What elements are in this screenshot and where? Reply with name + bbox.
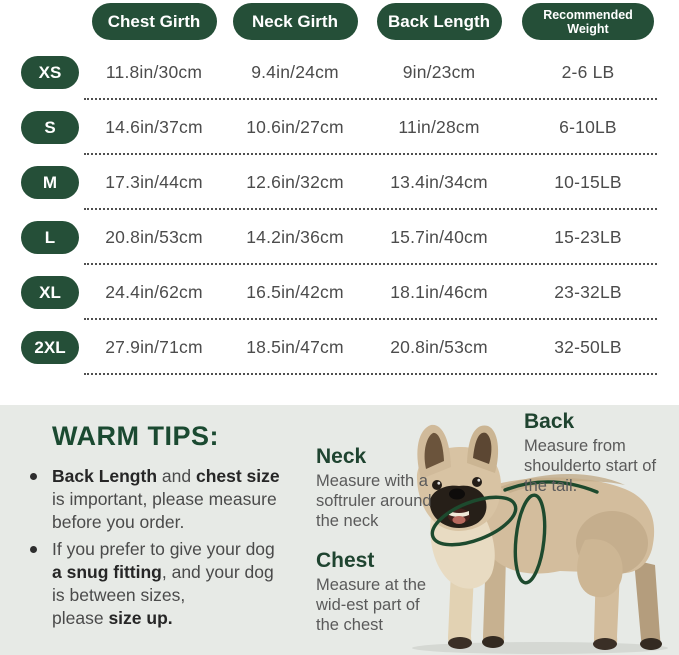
tip-text: If you prefer to give your dog a snug fit… <box>52 539 275 628</box>
neck-girth-value: 16.5in/42cm <box>246 282 344 302</box>
size-badge: 2XL <box>21 331 79 364</box>
back-annotation: Back Measure from shoulderto start of the … <box>524 410 656 496</box>
column-header-chest-girth: Chest Girth <box>91 3 217 40</box>
size-badge: XS <box>21 56 79 89</box>
column-header-neck-girth: Neck Girth <box>232 3 358 40</box>
back-length-value: 18.1in/46cm <box>390 282 488 302</box>
table-row-m: M 17.3in/44cm 12.6in/32cm 13.4in/34cm 10… <box>0 155 679 210</box>
chest-girth-value: 24.4in/62cm <box>105 282 203 302</box>
chest-girth-value: 20.8in/53cm <box>105 227 203 247</box>
table-row-l: L 20.8in/53cm 14.2in/36cm 15.7in/40cm 15… <box>0 210 679 265</box>
weight-value: 2-6 LB <box>561 62 615 82</box>
neck-girth-value: 18.5in/47cm <box>246 337 344 357</box>
back-length-value: 13.4in/34cm <box>390 172 488 192</box>
weight-value: 10-15LB <box>554 172 622 192</box>
chest-girth-value: 14.6in/37cm <box>105 117 203 137</box>
measuring-guide-panel: WARM TIPS: Back Length and chest size is … <box>0 405 679 655</box>
tip-item: If you prefer to give your dog a snug fit… <box>30 538 330 629</box>
chest-annotation: Chest Measure at the wid-est part of the c… <box>316 549 426 635</box>
neck-measure-line <box>430 495 518 547</box>
bullet-dot-icon <box>30 473 37 480</box>
back-length-value: 11in/28cm <box>398 117 480 137</box>
table-row-xs: XS 11.8in/30cm 9.4in/24cm 9in/23cm 2-6 L… <box>0 45 679 100</box>
size-table: Chest Girth Neck Girth Back Length Recom… <box>0 0 679 375</box>
bullet-dot-icon <box>30 546 37 554</box>
size-badge: XL <box>21 276 79 309</box>
neck-girth-value: 10.6in/27cm <box>246 117 344 137</box>
chest-annotation-text: Measure at the wid-est part of the chest <box>316 576 427 634</box>
table-row-xl: XL 24.4in/62cm 16.5in/42cm 18.1in/46cm 2… <box>0 265 679 320</box>
tip-item: Back Length and chest size is important, … <box>30 465 330 533</box>
chest-girth-value: 27.9in/71cm <box>105 337 203 357</box>
back-measure-line <box>503 480 599 494</box>
table-row-2xl: 2XL 27.9in/71cm 18.5in/47cm 20.8in/53cm … <box>0 320 679 375</box>
back-length-value: 20.8in/53cm <box>390 337 488 357</box>
neck-annotation-title: Neck <box>316 445 367 468</box>
french-bulldog-illustration <box>412 424 668 654</box>
back-annotation-title: Back <box>524 410 575 433</box>
neck-annotation-text: Measure with a softruler around the neck <box>316 472 432 530</box>
tip-text: Back Length and chest size is important, … <box>52 466 280 532</box>
column-header-recommended-weight: Recommended Weight <box>522 3 654 40</box>
size-badge: S <box>21 111 79 144</box>
size-badge: M <box>21 166 79 199</box>
size-badge: L <box>21 221 79 254</box>
weight-value: 23-32LB <box>554 282 622 302</box>
chest-annotation-title: Chest <box>316 549 375 572</box>
table-header-row: Chest Girth Neck Girth Back Length Recom… <box>0 0 679 45</box>
weight-value: 6-10LB <box>559 117 617 137</box>
back-length-value: 15.7in/40cm <box>390 227 488 247</box>
back-annotation-text: Measure from shoulderto start of the tail. <box>524 437 657 495</box>
chest-measure-line <box>513 493 547 585</box>
warm-tips-section: WARM TIPS: Back Length and chest size is … <box>30 421 330 634</box>
warm-tips-heading: WARM TIPS: <box>52 421 219 451</box>
back-length-value: 9in/23cm <box>402 62 476 82</box>
column-header-back-length: Back Length <box>376 3 502 40</box>
chest-girth-value: 17.3in/44cm <box>105 172 203 192</box>
neck-girth-value: 14.2in/36cm <box>246 227 344 247</box>
neck-girth-value: 12.6in/32cm <box>246 172 344 192</box>
chest-girth-value: 11.8in/30cm <box>105 62 203 82</box>
neck-girth-value: 9.4in/24cm <box>251 62 339 82</box>
table-row-s: S 14.6in/37cm 10.6in/27cm 11in/28cm 6-10… <box>0 100 679 155</box>
dog-body <box>416 424 662 650</box>
weight-value: 15-23LB <box>554 227 622 247</box>
weight-value: 32-50LB <box>554 337 622 357</box>
neck-annotation: Neck Measure with a softruler around the n… <box>316 445 432 531</box>
